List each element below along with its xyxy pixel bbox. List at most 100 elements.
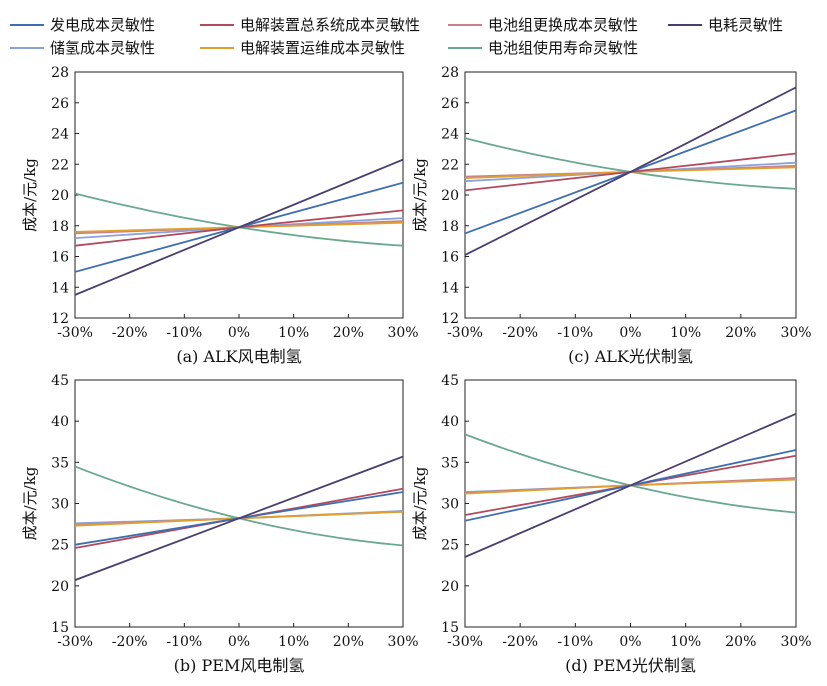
y-tick-label: 20 xyxy=(51,579,69,595)
legend-label: 电解装置运维成本灵敏性 xyxy=(240,39,406,57)
panel-title: (b) PEM风电制氢 xyxy=(174,656,305,675)
y-tick-label: 24 xyxy=(51,127,69,143)
plot-frame xyxy=(464,71,797,319)
series-line-life xyxy=(465,433,796,514)
chart-panel-b: 15 20 25 30 35 40 45 -30% -20% -10% 0% 10% 20% 30% 成本/… xyxy=(21,373,419,675)
x-tick-label: 10% xyxy=(670,634,701,650)
y-tick-label: 16 xyxy=(51,250,69,266)
legend: 发电成本灵敏性 电解装置总系统成本灵敏性 电池组更换成本灵敏性 电耗灵敏性储氢成本灵敏… xyxy=(0,0,827,62)
legend-item-gen: 发电成本灵敏性 xyxy=(10,14,155,35)
legend-item-bat: 电池组更换成本灵敏性 xyxy=(448,14,638,35)
y-tick-label: 28 xyxy=(51,65,69,81)
x-tick-label: 20% xyxy=(725,634,756,650)
x-tick-label: 20% xyxy=(333,634,364,650)
x-tick-label: -30% xyxy=(447,634,483,650)
legend-item-h2: 储氢成本灵敏性 xyxy=(10,37,155,58)
y-tick-label: 18 xyxy=(51,219,69,235)
y-tick-label: 30 xyxy=(51,497,69,513)
series-line-om xyxy=(465,478,796,495)
panel-title: (d) PEM光伏制氢 xyxy=(565,656,696,675)
plot-frame xyxy=(74,379,404,628)
y-tick-label: 40 xyxy=(441,414,459,430)
x-tick-label: 30% xyxy=(387,634,418,650)
legend-item-om: 电解装置运维成本灵敏性 xyxy=(200,37,405,58)
chart-panel-a: 12 14 16 18 20 22 24 26 28 -30% -20% -10% 0% 10% 20% 30… xyxy=(21,65,419,366)
x-tick-label: 20% xyxy=(333,325,364,341)
y-tick-label: 12 xyxy=(51,311,69,327)
x-tick-label: 10% xyxy=(278,325,309,341)
y-tick-label: 20 xyxy=(441,188,459,204)
y-tick-label: 25 xyxy=(441,538,459,554)
y-axis-label: 成本/元/kg xyxy=(411,158,429,232)
legend-swatch xyxy=(448,46,482,49)
x-tick-label: 0% xyxy=(228,325,250,341)
x-tick-label: 0% xyxy=(619,634,641,650)
x-tick-label: -20% xyxy=(112,634,148,650)
legend-label: 发电成本灵敏性 xyxy=(50,16,156,34)
legend-swatch xyxy=(448,23,482,26)
x-tick-label: -30% xyxy=(447,325,483,341)
y-tick-label: 14 xyxy=(441,280,459,296)
y-tick-label: 12 xyxy=(441,311,459,327)
legend-swatch xyxy=(10,23,44,26)
y-tick-label: 15 xyxy=(441,620,459,636)
y-axis-label: 成本/元/kg xyxy=(21,466,39,540)
y-tick-label: 16 xyxy=(441,250,459,266)
y-tick-label: 45 xyxy=(441,373,459,389)
x-tick-label: -20% xyxy=(502,325,538,341)
x-tick-label: -10% xyxy=(557,634,593,650)
panel-title: (a) ALK风电制氢 xyxy=(176,347,301,366)
legend-label: 电解装置总系统成本灵敏性 xyxy=(240,16,421,34)
x-tick-label: -30% xyxy=(57,325,93,341)
y-tick-label: 22 xyxy=(441,157,459,173)
x-tick-label: 10% xyxy=(278,634,309,650)
y-axis-label: 成本/元/kg xyxy=(411,466,429,540)
y-tick-label: 26 xyxy=(441,96,459,112)
legend-item-sys: 电解装置总系统成本灵敏性 xyxy=(200,14,420,35)
y-tick-label: 18 xyxy=(441,219,459,235)
x-tick-label: -30% xyxy=(57,634,93,650)
plot-frame xyxy=(74,71,404,319)
legend-label: 储氢成本灵敏性 xyxy=(50,39,156,57)
y-tick-label: 30 xyxy=(441,497,459,513)
chart-panel-c: 12 14 16 18 20 22 24 26 28 -30% -20% -10% 0% 10% 20% 30… xyxy=(411,65,812,366)
series-line-elec xyxy=(465,86,796,256)
x-tick-label: 30% xyxy=(780,325,811,341)
x-tick-label: -10% xyxy=(166,634,202,650)
x-tick-label: 0% xyxy=(619,325,641,341)
series-line-elec xyxy=(75,158,403,296)
y-tick-label: 28 xyxy=(441,65,459,81)
legend-swatch xyxy=(668,23,702,26)
plot-frame xyxy=(464,379,797,628)
x-tick-label: 30% xyxy=(780,634,811,650)
y-tick-label: 35 xyxy=(441,455,459,471)
legend-swatch xyxy=(200,23,234,26)
legend-label: 电池组使用寿命灵敏性 xyxy=(488,39,639,57)
legend-swatch xyxy=(200,46,234,49)
legend-item-elec: 电耗灵敏性 xyxy=(668,14,783,35)
x-tick-label: -20% xyxy=(502,634,538,650)
y-tick-label: 35 xyxy=(51,455,69,471)
y-tick-label: 24 xyxy=(441,127,459,143)
y-tick-label: 20 xyxy=(441,579,459,595)
legend-swatch xyxy=(10,46,44,49)
y-tick-label: 26 xyxy=(51,96,69,112)
series-line-life xyxy=(75,465,403,547)
series-line-h2 xyxy=(75,510,403,525)
y-tick-label: 25 xyxy=(51,538,69,554)
y-tick-label: 20 xyxy=(51,188,69,204)
y-tick-label: 14 xyxy=(51,280,69,296)
series-line-life xyxy=(75,192,403,247)
x-tick-label: 30% xyxy=(387,325,418,341)
series-line-elec xyxy=(465,412,796,558)
y-tick-label: 22 xyxy=(51,157,69,173)
x-tick-label: -10% xyxy=(557,325,593,341)
legend-label: 电耗灵敏性 xyxy=(708,16,784,34)
y-tick-label: 15 xyxy=(51,620,69,636)
panel-title: (c) ALK光伏制氢 xyxy=(568,347,693,366)
legend-label: 电池组更换成本灵敏性 xyxy=(488,16,639,34)
y-axis-label: 成本/元/kg xyxy=(21,158,39,232)
legend-item-life: 电池组使用寿命灵敏性 xyxy=(448,37,638,58)
y-tick-label: 40 xyxy=(51,414,69,430)
